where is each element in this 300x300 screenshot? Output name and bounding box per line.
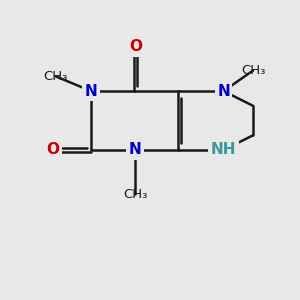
Text: O: O bbox=[46, 142, 59, 158]
Text: CH₃: CH₃ bbox=[123, 188, 148, 201]
Text: CH₃: CH₃ bbox=[44, 70, 68, 83]
Text: O: O bbox=[129, 39, 142, 54]
Text: N: N bbox=[129, 142, 142, 158]
Text: NH: NH bbox=[211, 142, 236, 158]
Text: CH₃: CH₃ bbox=[241, 64, 265, 77]
Text: N: N bbox=[217, 84, 230, 99]
Text: N: N bbox=[85, 84, 98, 99]
